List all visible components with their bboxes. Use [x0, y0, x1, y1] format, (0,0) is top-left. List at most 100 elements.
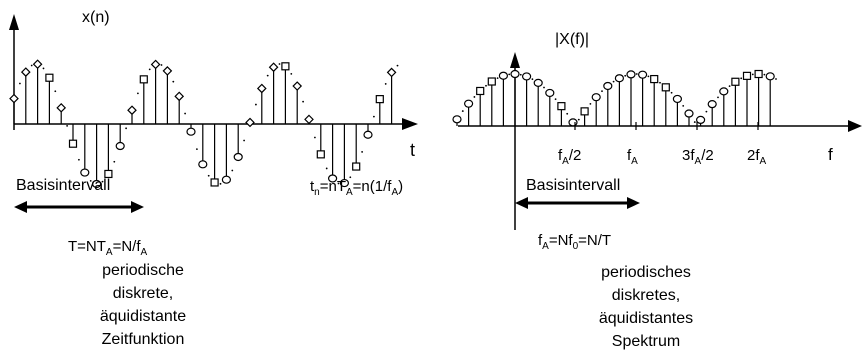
sample-marker	[304, 114, 314, 125]
tick-label-fa: fA	[627, 147, 638, 167]
envelope-dot	[243, 139, 246, 142]
envelope-dot	[66, 124, 68, 127]
envelope-dot	[196, 148, 198, 151]
tick-label-2fa: 2fA	[747, 147, 767, 167]
time-domain-plot	[9, 14, 418, 189]
envelope-dot	[325, 167, 328, 170]
envelope-dot	[461, 110, 464, 112]
envelope-dot	[184, 112, 187, 115]
envelope-dot	[101, 180, 104, 183]
frequency-domain-plot	[452, 52, 862, 230]
envelope-dot	[717, 96, 719, 99]
sample-marker	[80, 168, 90, 177]
envelope-dot	[751, 73, 754, 76]
sample-marker	[614, 74, 625, 83]
sample-marker	[352, 162, 361, 171]
envelope-dot	[219, 182, 222, 185]
sample-marker	[487, 77, 496, 86]
sample-marker	[127, 105, 137, 116]
envelope-dot	[566, 112, 569, 115]
sample-marker	[568, 118, 578, 127]
sample-marker	[719, 87, 729, 96]
envelope-dot	[496, 77, 499, 80]
sample-marker	[139, 75, 148, 84]
sample-marker	[510, 69, 520, 79]
right-description: periodisches diskretes, äquidistantes Sp…	[599, 264, 693, 350]
envelope-dot	[349, 176, 352, 179]
sample-marker	[533, 78, 543, 87]
envelope-dot	[396, 64, 399, 67]
sample-marker	[661, 83, 670, 92]
envelope-dot	[601, 90, 603, 93]
sample-marker	[233, 152, 243, 162]
envelope-dot	[519, 73, 522, 76]
left-desc-line: Zeitfunktion	[102, 331, 185, 348]
right-interval-arrow	[515, 197, 640, 209]
envelope-dot	[647, 75, 650, 78]
sample-marker	[9, 93, 19, 104]
sample-marker	[328, 174, 338, 183]
time-formula: tn=nTA=n(1/fA)	[310, 178, 403, 198]
left-desc-line: äquidistante	[100, 308, 186, 325]
sample-marker	[20, 67, 31, 77]
sample-marker	[32, 59, 43, 70]
envelope-dot	[682, 104, 685, 107]
envelope-dot	[373, 115, 375, 118]
left-y-label: x(n)	[82, 9, 110, 26]
sample-marker	[375, 95, 384, 104]
sample-marker	[476, 86, 485, 96]
sample-marker	[707, 100, 717, 109]
right-desc-line: äquidistantes	[599, 310, 693, 327]
sample-marker	[210, 178, 219, 187]
envelope-dot	[30, 64, 33, 67]
envelope-dot	[231, 169, 234, 172]
envelope-dot	[207, 174, 210, 177]
sample-marker	[68, 139, 78, 148]
envelope-dot	[473, 96, 476, 98]
left-desc-line: diskrete,	[113, 285, 173, 302]
sample-marker	[162, 66, 173, 76]
right-interval-label: Basisintervall	[526, 177, 620, 194]
envelope-dot	[508, 73, 511, 76]
sample-marker	[557, 102, 566, 111]
envelope-dot	[137, 92, 139, 95]
sample-marker	[45, 73, 54, 82]
envelope-dot	[740, 77, 743, 80]
envelope-dot	[148, 68, 151, 71]
envelope-dot	[302, 100, 304, 103]
envelope-dot	[113, 160, 116, 163]
sample-marker	[221, 175, 231, 184]
right-desc-line: Spektrum	[612, 333, 680, 350]
envelope-dot	[42, 67, 45, 70]
sample-marker	[316, 150, 325, 159]
spectrum-samples	[452, 69, 777, 130]
envelope-dot	[337, 182, 340, 185]
sample-marker	[637, 70, 648, 79]
sample-marker	[684, 109, 694, 118]
tick-label-3fa-half: 3fA/2	[682, 147, 714, 167]
freq-formula: fA=Nf0=N/T	[538, 232, 611, 252]
sample-marker	[521, 72, 532, 81]
envelope-dot	[624, 74, 627, 77]
sample-marker	[650, 74, 659, 84]
envelope-dot	[635, 73, 638, 75]
sample-marker	[591, 93, 601, 102]
sample-marker	[386, 67, 397, 78]
sample-marker	[91, 179, 102, 189]
left-x-arrow	[402, 118, 418, 130]
left-interval-arrow	[14, 201, 144, 213]
envelope-dot	[278, 63, 281, 65]
envelope-dot	[589, 103, 592, 105]
sample-marker	[268, 62, 279, 73]
envelope-dot	[775, 78, 777, 80]
sample-marker	[281, 62, 290, 71]
envelope-dot	[763, 73, 766, 76]
envelope-dot	[543, 86, 545, 89]
envelope-dot	[384, 83, 387, 85]
sample-marker	[603, 81, 613, 91]
sample-marker	[104, 169, 113, 179]
sample-marker	[174, 91, 185, 102]
envelope-dot	[125, 127, 127, 130]
left-y-arrow	[9, 14, 19, 30]
